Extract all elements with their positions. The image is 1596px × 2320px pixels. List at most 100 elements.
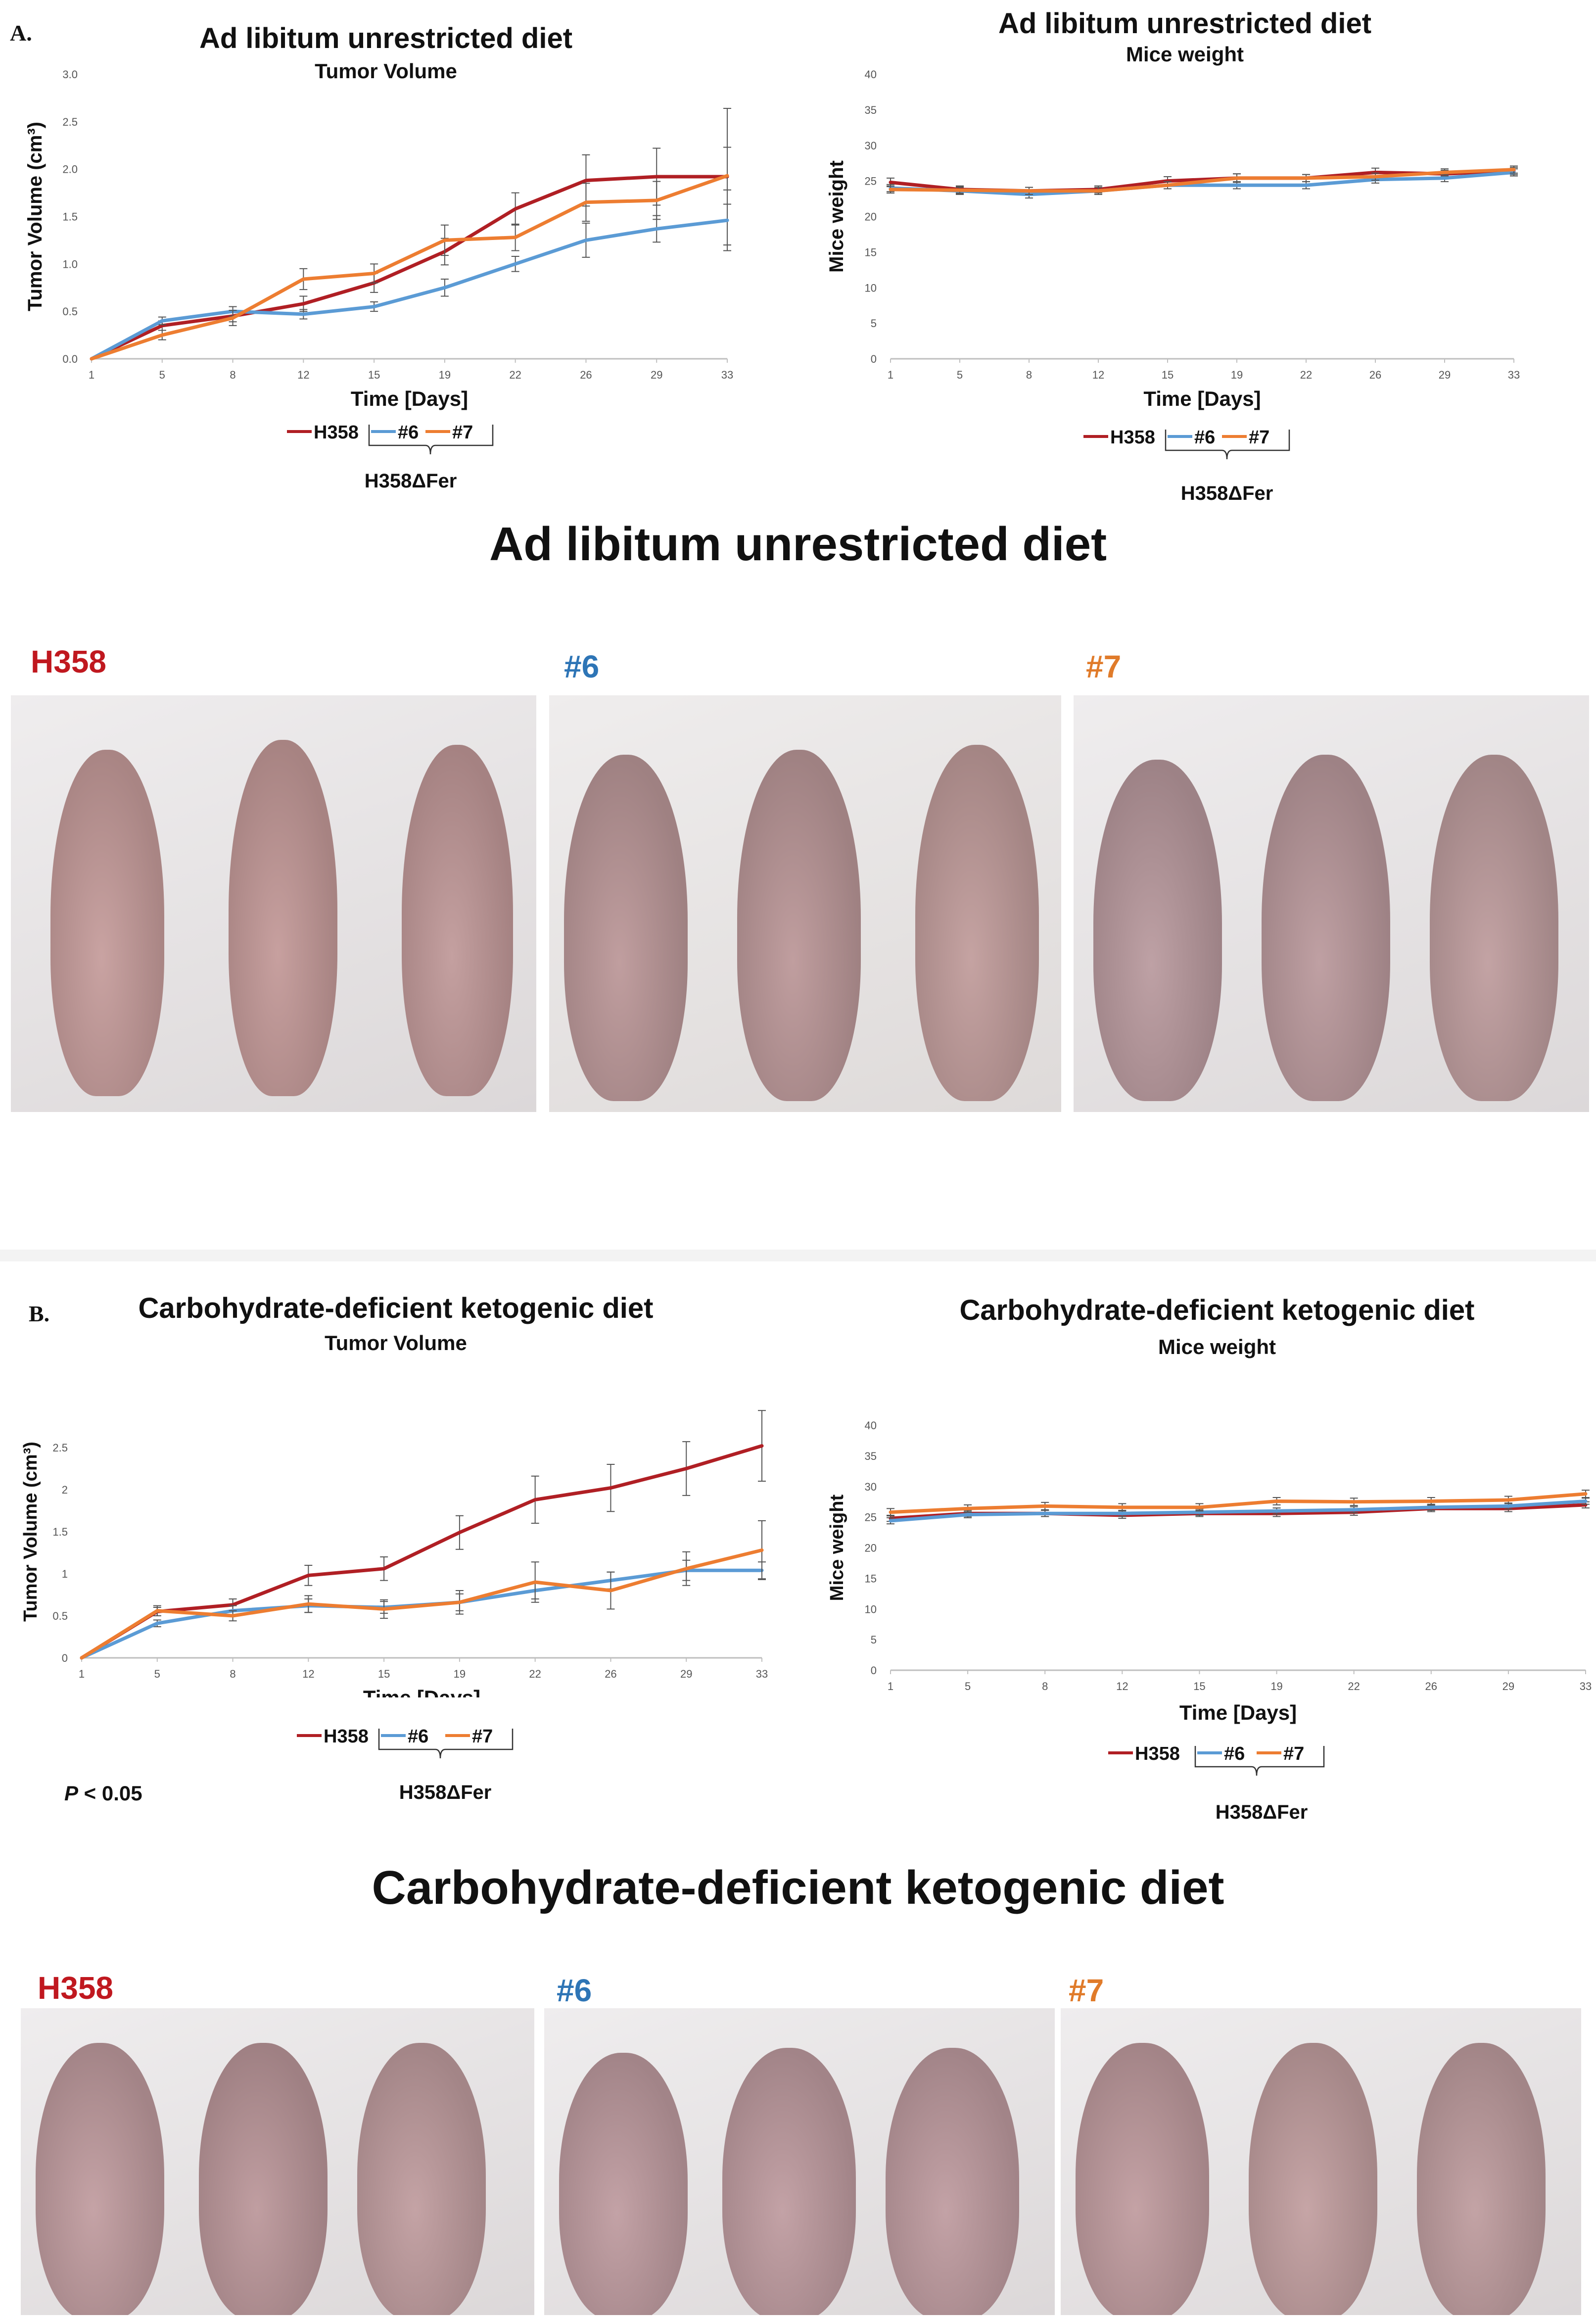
data-point [726,175,728,177]
series-line-s7 [90,174,729,361]
x-tick-label: 22 [509,369,521,381]
a-group-label-7: #7 [1086,649,1122,684]
data-point [1585,1493,1587,1495]
x-tick-label: 8 [1042,1680,1048,1692]
y-tick-label: 40 [865,68,877,81]
data-point [890,181,892,184]
data-point [91,358,93,360]
mouse-2 [1262,755,1390,1101]
legend-h358-text: H358 [1110,427,1155,448]
data-point [1275,1510,1278,1512]
series-line-s7 [80,1548,764,1660]
series-line-s6 [889,170,1516,196]
legend-brace [1194,1746,1325,1776]
data-point [81,1657,83,1659]
data-point [383,1608,385,1610]
series-h358 [80,1410,766,1660]
a-weight-legend-group: H358ΔFer [1180,483,1273,504]
data-point [156,1609,158,1612]
data-point [726,219,728,222]
data-point [685,1567,688,1570]
data-point [534,1581,536,1583]
data-point [307,1574,310,1577]
legend-s7-text: #7 [1283,1743,1304,1764]
b-weight-legend-group: H358ΔFer [1215,1801,1308,1823]
x-tick-label: 5 [957,369,963,381]
x-tick-label: 19 [1270,1680,1282,1692]
y-tick-label: 2.5 [62,116,78,128]
data-point [1353,1508,1355,1511]
series-line-s7 [889,168,1516,193]
legend-h358-text: H358 [1135,1743,1180,1764]
data-point [232,1615,234,1617]
data-point [302,313,305,315]
b-pvalue: P < 0.05 [64,1782,142,1805]
x-tick-label: 29 [680,1668,692,1680]
mouse-1 [564,755,688,1101]
y-tick-label: 20 [865,211,877,223]
x-tick-label: 29 [1502,1680,1514,1692]
legend-brace [1165,430,1290,460]
y-tick-label: 1.5 [52,1526,68,1538]
a-weight-subtitle: Mice weight [1126,43,1244,66]
mouse-3 [1430,755,1558,1101]
x-tick-label: 5 [159,369,165,381]
panel-divider [0,1250,1596,1261]
data-point [1097,190,1099,192]
data-point [1374,176,1376,178]
mouse-2 [737,750,861,1101]
series-s7 [887,1490,1590,1517]
mouse-1 [1076,2043,1209,2315]
legend-s6-text: #6 [1224,1743,1245,1764]
legend-s6-text: #6 [398,422,419,443]
legend-s6-text: #6 [1194,427,1215,448]
b-group-label-h358: H358 [38,1970,113,2006]
y-tick-label: 30 [865,140,877,152]
x-axis-label: Time [Days] [363,1686,480,1697]
data-point [373,272,376,275]
panel-b-label: B. [29,1301,50,1326]
x-tick-label: 12 [1116,1680,1128,1692]
mouse-3 [357,2043,486,2315]
data-point [656,228,658,230]
series-h358 [90,108,731,361]
data-point [967,1507,969,1510]
mouse-3 [915,745,1039,1101]
y-tick-label: 1.0 [62,258,78,270]
b-group-label-7: #7 [1069,1973,1104,2008]
data-point [685,1467,688,1470]
a-weight-title: Ad libitum unrestricted diet [998,7,1372,40]
data-point [1513,168,1515,171]
x-tick-label: 33 [1508,369,1520,381]
series-line-s6 [889,1499,1588,1523]
series-s6 [90,189,731,361]
x-tick-label: 19 [454,1668,466,1680]
legend-s7-text: #7 [1249,427,1269,448]
b-weight-legend: H358 #6 #7 [1108,1743,1325,1776]
data-point [1305,177,1307,179]
data-point [761,1549,763,1551]
y-tick-label: 10 [865,1603,877,1615]
x-tick-label: 19 [1231,369,1243,381]
a-section-title: Ad libitum unrestricted diet [489,518,1107,571]
x-tick-label: 5 [965,1680,971,1692]
b-photo-6 [544,2008,1055,2315]
mouse-2 [722,2048,856,2315]
y-tick-label: 5 [871,1634,877,1646]
data-point [1444,171,1446,174]
legend-s6-text: #6 [408,1726,428,1747]
data-point [1236,184,1238,187]
x-tick-label: 19 [439,369,451,381]
mouse-3 [1417,2043,1546,2315]
a-tumor-chart: 0.00.51.01.52.02.53.01 5 8 12 15 19 22 26 29 33Ti… [24,68,733,410]
y-axis-label: Tumor Volume (cm³) [24,122,46,311]
x-tick-label: 1 [888,369,893,381]
data-point [959,189,961,192]
y-axis-label: Mice weight [826,160,847,273]
x-tick-label: 33 [756,1668,768,1680]
data-point [890,1520,892,1522]
series-s7 [887,165,1518,195]
b-weight-subtitle: Mice weight [1158,1335,1276,1358]
y-tick-label: 2.0 [62,163,78,176]
